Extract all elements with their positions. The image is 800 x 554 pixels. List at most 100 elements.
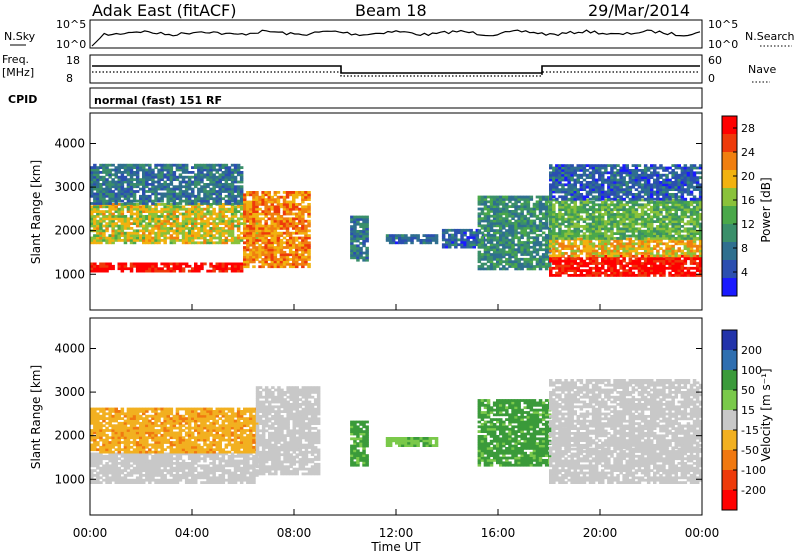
power-cell [187,185,192,189]
power-cell [683,227,688,231]
power-cell [307,255,311,259]
power-cell [668,193,672,196]
power-cell [640,183,645,187]
power-cell [477,198,482,201]
power-cell [362,225,366,228]
power-cell [169,262,174,266]
power-cell [607,210,611,214]
power-cell [304,195,308,199]
power-cell [613,264,617,268]
power-cell [252,255,256,259]
power-cell [215,215,219,218]
power-cell [643,229,648,233]
power-cell [544,219,549,223]
power-cell [154,267,158,271]
power-cell [517,226,521,230]
power-cell [523,243,527,247]
power-cell [154,241,158,245]
power-cell [594,166,599,170]
power-cell [111,168,115,172]
power-cell [653,205,657,209]
power-cell [656,227,660,231]
power-cell [585,164,590,167]
power-cell [552,257,556,261]
power-cell [99,236,103,240]
power-cell [270,205,274,209]
power-cell [677,205,681,209]
power-cell [549,254,553,258]
power-cell [499,210,503,213]
power-cell [662,173,666,177]
power-cell [622,213,626,216]
power-cell [148,210,152,213]
power-cell [650,266,654,270]
power-cell [552,274,556,277]
power-cell [120,224,125,228]
power-cell [564,252,568,255]
power-cell [215,171,219,174]
power-cell [492,250,497,254]
power-cell [646,208,651,211]
power-cell [129,180,134,184]
power-cell [126,163,131,167]
power-cell [126,231,131,235]
power-cell [178,180,183,184]
power-cell [273,222,278,225]
power-cell [532,243,537,247]
power-cell [653,232,657,235]
power-cell [561,271,565,275]
power-cell [224,267,229,271]
power-cell [255,234,259,237]
power-cell [175,175,180,179]
power-cell [573,262,577,265]
power-cell [206,202,210,205]
power-cell [227,194,232,198]
power-cell [686,203,691,207]
power-cell [588,244,593,248]
power-cell [622,164,626,167]
power-cell [139,234,143,237]
power-cell [178,262,183,266]
power-cell [582,227,587,231]
power-cell [114,205,118,209]
power-cell [631,183,636,187]
power-cell [499,202,503,206]
power-cell [489,255,494,259]
power-cell [650,188,654,191]
power-cell [93,166,97,169]
power-cell [139,210,143,213]
power-cell [520,243,524,247]
power-cell [517,224,521,228]
power-cell [255,255,259,259]
power-cell [594,274,599,277]
power-cell [499,248,503,252]
power-cell [604,205,608,209]
power-cell [523,226,527,230]
power-cell [279,217,284,221]
power-cell [604,229,608,233]
power-cell [591,215,596,219]
power-cell [653,210,657,214]
power-cell [218,229,222,233]
power-cell [579,242,584,246]
power-cell [448,245,452,249]
power-cell [187,217,192,221]
power-cell [604,225,608,228]
power-cell [601,215,605,219]
power-cell [564,195,568,199]
power-cell [561,183,565,187]
power-cell [154,190,158,193]
power-cell [686,266,691,270]
power-cell [625,234,629,238]
power-cell [215,229,219,233]
power-cell [218,227,222,230]
power-cell [489,214,494,218]
power-cell [114,224,118,228]
power-cell [508,262,512,266]
power-cell [486,257,491,261]
power-cell [132,222,137,225]
power-cell [200,166,204,169]
power-cell [206,234,210,237]
power-cell [246,203,250,206]
power-cell [148,178,152,181]
